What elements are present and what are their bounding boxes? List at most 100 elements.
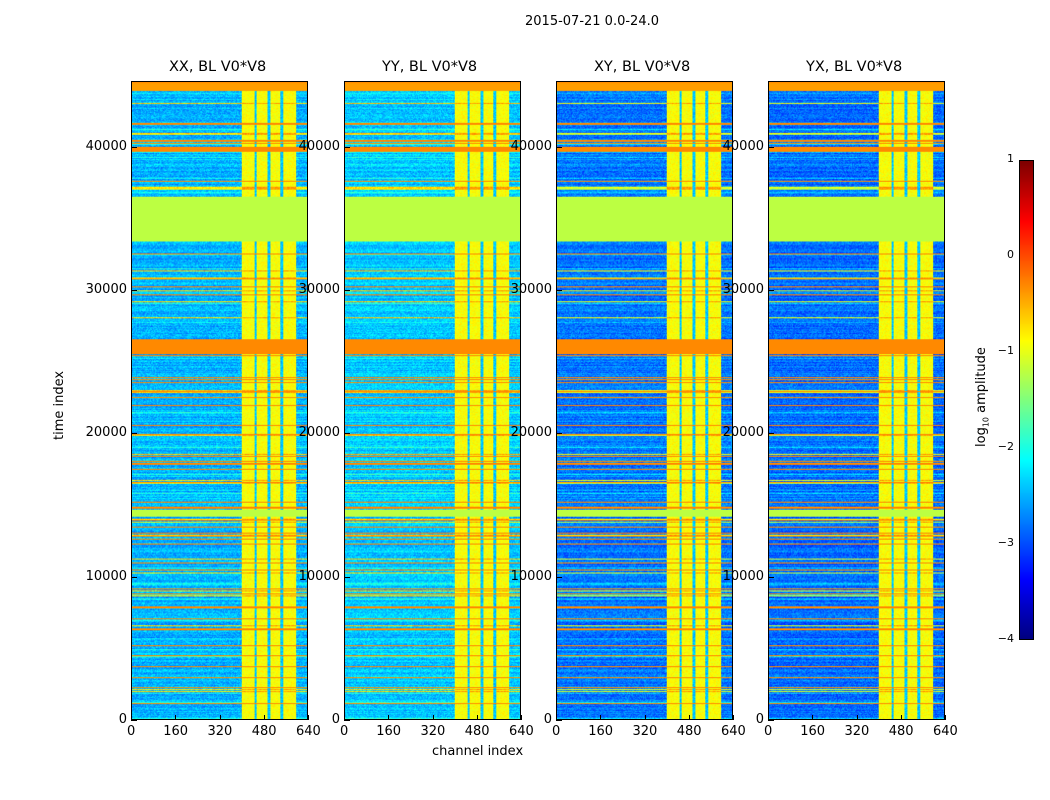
x-tick [556,715,557,720]
heatmap-image [557,82,732,719]
heatmap-panel-1 [344,81,521,720]
panel-title: XY, BL V0*V8 [594,59,691,75]
y-tick [768,290,774,292]
y-tick [131,720,137,721]
y-tick-label: 20000 [722,425,764,441]
x-tick-label: 480 [888,724,914,739]
y-tick-label: 10000 [510,568,552,584]
y-tick-label: 30000 [298,282,340,298]
x-tick-label: 320 [207,724,233,739]
x-tick-label: 0 [552,724,561,739]
y-tick [131,433,137,435]
y-tick [768,433,774,435]
panel-title: YX, BL V0*V8 [806,59,903,75]
x-tick-label: 640 [721,724,746,739]
x-tick-label: 320 [844,724,870,739]
x-tick [263,715,265,720]
y-tick [131,576,137,578]
colorbar-tick-label: −1 [997,344,1014,357]
y-tick-label: 40000 [85,138,127,154]
panel-title: XX, BL V0*V8 [169,59,267,75]
colorbar-tick-label: −3 [997,536,1014,549]
y-tick [768,146,774,148]
colorbar-gradient [1020,161,1033,639]
y-axis-label: time index [52,370,67,440]
y-tick-label: 10000 [85,568,127,584]
x-tick-label: 480 [676,724,702,739]
x-tick-label: 160 [376,724,402,739]
x-tick-label: 0 [764,724,773,739]
panel-title: YY, BL V0*V8 [382,59,478,75]
y-tick-label: 0 [755,712,764,727]
x-axis-label: channel index [432,744,524,759]
x-tick [476,715,478,720]
y-tick-label: 20000 [85,425,127,441]
x-tick [945,715,946,720]
x-tick [733,715,734,720]
y-tick-label: 30000 [722,282,764,298]
colorbar [1019,160,1034,640]
y-tick [768,720,774,721]
colorbar-tick-label: −4 [997,632,1014,645]
y-tick [344,290,350,292]
y-tick [556,433,562,435]
x-tick-label: 480 [251,724,277,739]
x-tick [768,715,769,720]
x-tick [856,715,858,720]
y-tick [344,433,350,435]
x-tick [308,715,309,720]
figure-title: 2015-07-21 0.0-24.0 [525,14,659,29]
y-tick [556,720,562,721]
heatmap-panel-2 [556,81,733,720]
y-tick-label: 40000 [510,138,552,154]
y-tick-label: 20000 [298,425,340,441]
y-tick-label: 0 [543,712,552,727]
y-tick-label: 0 [118,712,127,727]
x-tick-label: 640 [933,724,958,739]
x-tick [131,715,132,720]
x-tick-label: 0 [127,724,136,739]
y-tick-label: 0 [331,712,340,727]
x-tick [344,715,345,720]
y-tick [344,146,350,148]
heatmap-image [132,82,307,719]
y-tick-label: 10000 [722,568,764,584]
x-tick [900,715,902,720]
y-tick [344,720,350,721]
colorbar-tick-label: 1 [1007,152,1014,165]
y-tick-label: 30000 [510,282,552,298]
y-tick-label: 20000 [510,425,552,441]
x-tick [600,715,602,720]
x-tick-label: 640 [509,724,534,739]
heatmap-panel-0 [131,81,308,720]
x-tick-label: 480 [464,724,490,739]
y-tick [556,576,562,578]
heatmap-panel-3 [768,81,945,720]
x-tick [521,715,522,720]
y-tick [344,576,350,578]
x-tick [688,715,690,720]
y-tick [131,146,137,148]
x-tick-label: 0 [340,724,349,739]
y-tick-label: 10000 [298,568,340,584]
x-tick-label: 320 [420,724,446,739]
x-tick [175,715,177,720]
y-tick [768,576,774,578]
x-tick [644,715,646,720]
colorbar-label: log10 amplitude [974,347,991,447]
x-tick-label: 160 [800,724,826,739]
y-tick-label: 40000 [722,138,764,154]
colorbar-tick-label: −2 [997,440,1014,453]
y-tick [556,290,562,292]
colorbar-tick-label: 0 [1007,248,1014,261]
x-tick [388,715,390,720]
y-tick [131,290,137,292]
x-tick-label: 640 [296,724,321,739]
x-tick [812,715,814,720]
x-tick [432,715,434,720]
y-tick-label: 40000 [298,138,340,154]
y-tick-label: 30000 [85,282,127,298]
x-tick-label: 160 [588,724,614,739]
heatmap-image [345,82,520,719]
